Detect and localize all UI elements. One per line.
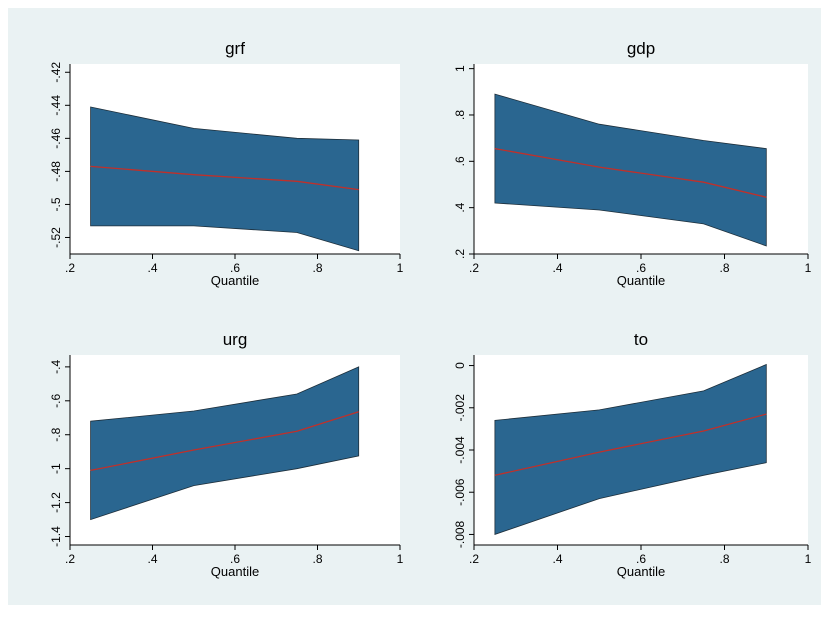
y-tick-label: -1 (49, 463, 63, 474)
x-tick-label: .8 (719, 552, 729, 566)
y-tick-label: 0 (453, 362, 467, 369)
y-tick-label: -.44 (49, 95, 63, 116)
y-tick-label: -1.4 (49, 526, 63, 547)
confidence-band (494, 93, 767, 247)
x-tick-label: .8 (312, 261, 322, 275)
y-tick-label: .6 (453, 156, 467, 166)
y-tick-label: -.006 (453, 478, 467, 506)
x-axis-title: Quantile (617, 273, 665, 288)
panel-to: .2 .4 .6 .8 1 -.008 -.006 -.004 -.002 0 to Quantile (453, 330, 812, 579)
panel-title: urg (223, 330, 248, 349)
confidence-band (90, 106, 360, 252)
x-tick-label: 1 (397, 261, 404, 275)
y-tick-label: -.46 (49, 128, 63, 149)
estimate-line (494, 147, 767, 198)
panel-title: to (634, 330, 648, 349)
y-tick-label: -.8 (49, 427, 63, 441)
y-tick-label: -.42 (49, 62, 63, 83)
x-tick-label: .2 (469, 261, 479, 275)
y-tick-label: -.5 (49, 197, 63, 211)
y-tick-label: .8 (453, 110, 467, 120)
x-tick-label: .4 (147, 261, 157, 275)
y-tick-label: 1 (453, 65, 467, 72)
y-tick-label: .2 (453, 249, 467, 259)
x-tick-label: 1 (805, 552, 812, 566)
x-axis-title: Quantile (211, 564, 259, 579)
y-tick-label: -.48 (49, 161, 63, 182)
x-tick-label: .6 (230, 552, 240, 566)
x-tick-label: .6 (230, 261, 240, 275)
panel-grf: .2 .4 .6 .8 1 -.52 -.5 -.48 -.46 -.44 -.42 grf Quant… (49, 39, 404, 288)
panel-urg: .2 .4 .6 .8 1 -1.4 -1.2 -1 -.8 -.6 -.4 urg Quantile (49, 330, 404, 579)
y-tick-label: -.008 (453, 520, 467, 548)
x-tick-label: .2 (65, 552, 75, 566)
y-tick-label: -1.2 (49, 492, 63, 513)
x-axis-title: Quantile (211, 273, 259, 288)
x-tick-label: .8 (312, 552, 322, 566)
x-tick-label: .6 (636, 552, 646, 566)
estimate-line (90, 165, 359, 191)
x-tick-label: 1 (397, 552, 404, 566)
y-tick-label: -.4 (49, 360, 63, 374)
confidence-band (90, 366, 360, 521)
panel-title: gdp (627, 39, 655, 58)
x-tick-label: .2 (469, 552, 479, 566)
estimate-line (494, 413, 767, 476)
confidence-band (494, 363, 767, 535)
y-tick-label: -.6 (49, 393, 63, 407)
x-tick-label: .4 (552, 552, 562, 566)
y-tick-label: -.52 (49, 227, 63, 248)
y-tick-label: .4 (453, 202, 467, 212)
panel-title: grf (225, 39, 245, 58)
x-tick-label: .2 (65, 261, 75, 275)
x-axis-title: Quantile (617, 564, 665, 579)
x-tick-label: .4 (552, 261, 562, 275)
x-tick-label: .4 (147, 552, 157, 566)
panel-gdp: .2 .4 .6 .8 1 .2 .4 .6 .8 1 gdp Quantile (453, 39, 812, 288)
x-tick-label: .6 (636, 261, 646, 275)
x-tick-label: 1 (805, 261, 812, 275)
y-tick-label: -.002 (453, 394, 467, 422)
estimate-line (90, 411, 359, 472)
x-tick-label: .8 (719, 261, 729, 275)
y-tick-label: -.004 (453, 436, 467, 464)
